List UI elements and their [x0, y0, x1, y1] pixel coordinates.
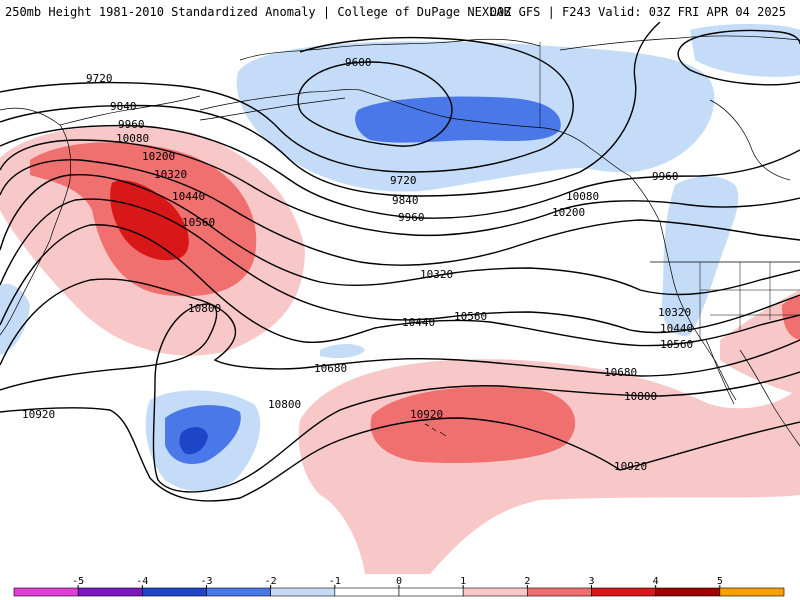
colorbar-segment: [142, 587, 207, 597]
colorbar: -5 -4 -3 -2 -1 0 1 2 3 4 5: [13, 576, 785, 597]
colorbar-segments: [13, 587, 785, 597]
map-title: 250mb Height 1981-2010 Standardized Anom…: [5, 5, 511, 19]
label-9960-e: 9960: [652, 170, 679, 183]
label-10080-w: 10080: [116, 132, 149, 145]
anomaly-pos3-bering: [110, 180, 189, 261]
anomaly-map: 9600 9720 9720 9840 9840 9960 9960 9960 …: [0, 22, 800, 574]
label-10800-w: 10800: [188, 302, 221, 315]
colorbar-segment: [719, 587, 785, 597]
colorbar-segment: [13, 587, 79, 597]
coastlines: [0, 35, 800, 447]
colorbar-tick-label: 2: [524, 576, 530, 587]
label-10440-m: 10440: [402, 316, 435, 329]
coast-alaska-south: [199, 89, 631, 177]
coast-hudson: [709, 99, 791, 181]
colorbar-tick-label: -1: [329, 576, 341, 587]
contour-9720-arctic: [677, 29, 800, 86]
anomaly-neg2-alaska: [355, 96, 561, 143]
colorbar-ticks: -5 -4 -3 -2 -1 0 1 2 3 4 5: [72, 576, 723, 588]
coast-hawaii-islands: [424, 423, 447, 437]
label-10680-m: 10680: [314, 362, 347, 375]
label-10800-m: 10800: [268, 398, 301, 411]
coast-chukotka: [59, 95, 201, 126]
anomaly-neg1-westcoast: [661, 176, 739, 336]
coast-state-lines: [699, 262, 800, 340]
coast-alaska-north: [239, 38, 541, 61]
label-10320-e: 10320: [658, 306, 691, 319]
height-contours: [0, 22, 800, 502]
contour-10440: [0, 198, 800, 334]
colorbar-segment: [270, 587, 336, 597]
colorbar-segment: [206, 587, 271, 597]
anomaly-pos2-east: [782, 296, 800, 340]
label-9600: 9600: [345, 56, 372, 69]
contour-labels: 9600 9720 9720 9840 9840 9960 9960 9960 …: [22, 56, 693, 473]
colorbar-tick-label: 3: [588, 576, 594, 587]
label-9840-w: 9840: [110, 100, 137, 113]
label-10560-e: 10560: [660, 338, 693, 351]
colorbar-segment: [462, 587, 528, 597]
label-10920-w: 10920: [22, 408, 55, 421]
label-10440-e: 10440: [660, 322, 693, 335]
colorbar-tick-label: -5: [72, 576, 84, 587]
label-10680-e: 10680: [604, 366, 637, 379]
colorbar-segment: [398, 587, 464, 597]
anomaly-neg3-trough: [179, 427, 208, 455]
colorbar-tick-label: -2: [265, 576, 277, 587]
colorbar-segment: [591, 587, 656, 597]
colorbar-tick-label: -4: [136, 576, 148, 587]
colorbar-tick-label: 4: [653, 576, 659, 587]
colorbar-tick-label: 0: [396, 576, 402, 587]
contour-10680: [0, 278, 800, 377]
colorbar-tick-label: -3: [200, 576, 212, 587]
anomaly-neg1-kamchatka: [0, 283, 30, 355]
contour-10320: [0, 173, 800, 296]
colorbar-segment: [527, 587, 592, 597]
contour-9600: [297, 61, 453, 147]
label-10920-m: 10920: [410, 408, 443, 421]
label-10200-e: 10200: [552, 206, 585, 219]
contour-10800: [0, 303, 800, 493]
coast-baja: [705, 339, 735, 405]
label-10440-w: 10440: [172, 190, 205, 203]
coast-aleutians: [199, 97, 346, 121]
contour-10920: [0, 407, 800, 502]
colorbar-segment: [334, 587, 400, 597]
coast-canada-arctic: [559, 35, 800, 51]
anomaly-neg1-small: [320, 344, 365, 358]
negative-anomaly-shading: [0, 24, 800, 492]
label-10080-e: 10080: [566, 190, 599, 203]
contour-10560: [0, 224, 800, 347]
contour-9840: [0, 22, 661, 197]
coast-mexico: [739, 349, 800, 447]
label-9720-m: 9720: [390, 174, 417, 187]
anomaly-pos2-hawaii: [370, 386, 576, 464]
label-10560-w: 10560: [182, 216, 215, 229]
label-10320-w: 10320: [154, 168, 187, 181]
header-bar: 250mb Height 1981-2010 Standardized Anom…: [0, 0, 800, 22]
model-run-info: 00Z GFS | F243 Valid: 03Z FRI APR 04 202…: [489, 5, 786, 19]
label-10320-m: 10320: [420, 268, 453, 281]
label-10800-e: 10800: [624, 390, 657, 403]
contour-10200: [0, 159, 800, 266]
contour-9960: [0, 124, 800, 219]
label-9960-w: 9960: [118, 118, 145, 131]
anomaly-neg1-arctic: [690, 24, 800, 77]
colorbar-segment: [77, 587, 143, 597]
contour-9720: [0, 36, 574, 173]
contour-10080: [0, 139, 800, 237]
label-9960-m: 9960: [398, 211, 425, 224]
label-10920-e: 10920: [614, 460, 647, 473]
label-10560-m: 10560: [454, 310, 487, 323]
label-9840-m: 9840: [392, 194, 419, 207]
anomaly-pos1-baja: [720, 290, 800, 395]
colorbar-tick-label: 5: [717, 576, 723, 587]
coast-siberia: [0, 107, 72, 336]
colorbar-tick-label: 1: [460, 576, 466, 587]
label-9720-w: 9720: [86, 72, 113, 85]
coast-bc-westcoast: [629, 175, 737, 401]
colorbar-segment: [655, 587, 721, 597]
label-10200-w: 10200: [142, 150, 175, 163]
